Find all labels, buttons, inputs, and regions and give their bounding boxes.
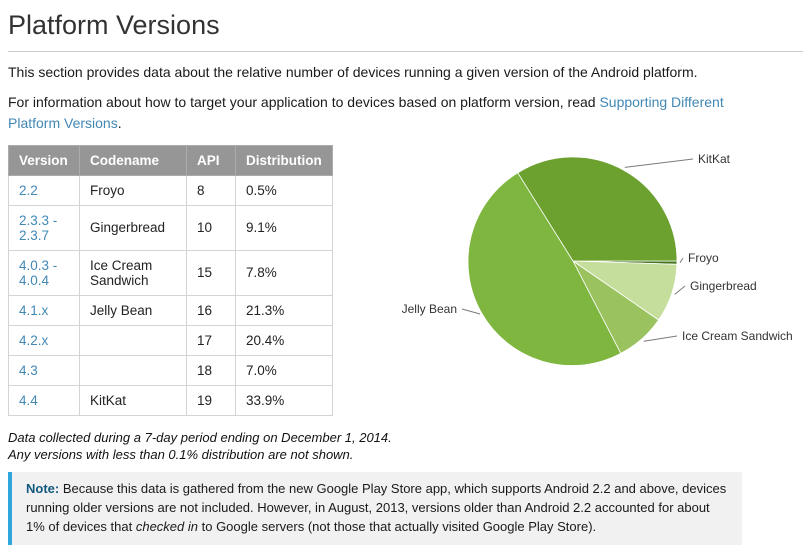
codename-cell: KitKat [79,384,187,416]
distribution-cell: 7.8% [235,249,333,296]
table-row: 4.2.x 17 20.4% [8,324,333,356]
version-link[interactable]: 4.0.3 - 4.0.4 [19,257,58,288]
table-row: 4.4 KitKat 19 33.9% [8,384,333,416]
intro-paragraph: This section provides data about the rel… [8,64,698,80]
codename-cell: Froyo [79,174,187,206]
api-cell: 15 [186,249,236,296]
table-row: 4.1.x Jelly Bean 16 21.3% [8,294,333,326]
codename-cell: Gingerbread [79,204,187,251]
note-body-after: to Google servers (not those that actual… [198,518,597,534]
api-cell: 10 [186,204,236,251]
data-caption: Data collected during a 7-day period end… [8,429,803,464]
header-distribution: Distribution [235,144,333,176]
pie-chart-svg: Froyo Gingerbread Ice Cream Sandwich Jelly … [402,152,793,366]
version-cell: 4.2.x [8,324,80,356]
codename-cell: Jelly Bean [79,294,187,326]
table-header-row: Version Codename API Distribution [8,144,333,176]
pie-callout-line-jelly-bean [461,308,481,315]
note-body-before: Because this data is gathered from the n… [26,480,727,534]
target-suffix: . [117,114,122,131]
header-codename: Codename [79,144,187,176]
pie-callout-line-ice-cream-sandwich [643,335,678,342]
versions-table-body: 2.2 Froyo 8 0.5% 2.3.3 - 2.3.7 Gingerbread 10 9… [8,174,333,416]
caption-line-2: Any versions with less than 0.1% distrib… [8,447,354,463]
version-link[interactable]: 4.2.x [19,332,49,348]
note-box: Note: Because this data is gathered from… [8,471,742,545]
pie-label-ice-cream-sandwich: Ice Cream Sandwich [682,329,793,343]
versions-table: Version Codename API Distribution 2.2 Fro… [8,144,333,416]
version-cell: 4.4 [8,384,80,416]
codename-cell: Ice Cream Sandwich [79,249,187,296]
codename-cell [79,354,187,386]
distribution-cell: 0.5% [235,174,333,206]
distribution-cell: 33.9% [235,384,333,416]
distribution-cell: 7.0% [235,354,333,386]
version-cell: 4.3 [8,354,80,386]
pie-callout-line-froyo [679,257,684,263]
version-cell: 4.1.x [8,294,80,326]
pie-label-kitkat: KitKat [698,152,731,166]
table-row: 2.2 Froyo 8 0.5% [8,174,333,206]
version-cell: 2.2 [8,174,80,206]
pie-slice-kitkat[interactable] [517,156,678,262]
table-row: 4.3 18 7.0% [8,354,333,386]
distribution-cell: 20.4% [235,324,333,356]
version-cell: 2.3.3 - 2.3.7 [8,204,80,251]
api-cell: 18 [186,354,236,386]
version-link[interactable]: 2.3.3 - 2.3.7 [19,212,58,243]
api-cell: 17 [186,324,236,356]
version-link[interactable]: 4.3 [19,362,38,378]
api-cell: 8 [186,174,236,206]
pie-chart: Froyo Gingerbread Ice Cream Sandwich Jelly … [340,139,811,434]
content-area: Version Codename API Distribution 2.2 Fro… [8,144,803,417]
version-link[interactable]: 4.4 [19,392,38,408]
target-text: For information about how to target your… [8,94,600,111]
table-row: 4.0.3 - 4.0.4 Ice Cream Sandwich 15 7.8% [8,249,333,296]
pie-callout-line-gingerbread [674,285,686,295]
version-link[interactable]: 4.1.x [19,302,49,318]
platform-versions-page: Platform Versions This section provides … [8,10,803,545]
version-link[interactable]: 2.2 [19,182,38,198]
header-version: Version [8,144,80,176]
distribution-cell: 9.1% [235,204,333,251]
note-label: Note: [26,480,60,496]
version-cell: 4.0.3 - 4.0.4 [8,249,80,296]
header-api: API [186,144,236,176]
pie-label-jelly-bean: Jelly Bean [402,302,457,316]
caption-line-1: Data collected during a 7-day period end… [8,429,392,445]
api-cell: 19 [186,384,236,416]
page-title: Platform Versions [8,10,803,52]
codename-cell [79,324,187,356]
pie-label-gingerbread: Gingerbread [690,279,757,293]
pie-slice-jelly-bean[interactable] [467,172,622,366]
table-row: 2.3.3 - 2.3.7 Gingerbread 10 9.1% [8,204,333,251]
note-italic-phrase: checked in [135,518,198,534]
supporting-versions-link[interactable]: Supporting Different Platform Versions [8,94,724,131]
pie-label-froyo: Froyo [688,251,719,265]
distribution-cell: 21.3% [235,294,333,326]
api-cell: 16 [186,294,236,326]
target-paragraph: For information about how to target your… [8,92,728,133]
pie-callout-line-kitkat [624,158,694,168]
